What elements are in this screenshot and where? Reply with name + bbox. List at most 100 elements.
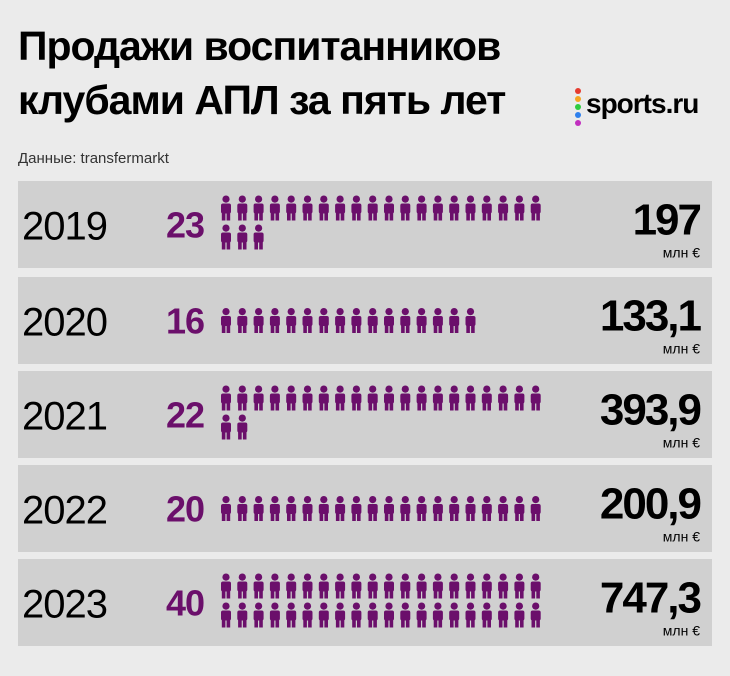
icon-head [499,602,507,610]
icon-head [352,385,360,393]
icon-head [532,573,540,581]
icon-head [466,195,475,203]
player-icon [416,308,427,333]
icon-head [483,195,491,203]
unit-label: млн € [663,341,700,357]
icon-body [514,610,525,621]
icon-leg [270,618,275,628]
icon-head [255,385,263,393]
icon-head [352,496,360,504]
player-icon [530,602,541,628]
icon-body [221,393,231,404]
icon-leg [303,618,307,628]
icon-leg [319,512,324,521]
icon-head [271,573,279,581]
player-icon [498,602,509,628]
icon-body [253,610,264,621]
icon-leg [498,618,503,628]
icon-leg [254,512,258,521]
icon-leg [368,618,373,628]
player-icon [530,385,541,411]
icon-body [367,504,378,514]
icon-leg [389,211,394,221]
player-icon [335,385,346,411]
icon-body [465,393,476,404]
player-icon [481,496,492,521]
icon-leg [515,618,519,628]
icon-head [515,602,524,610]
icon-body [318,393,329,404]
icon-leg [482,401,487,411]
icon-head [352,602,360,610]
icon-leg [291,324,296,333]
icon-leg [498,211,503,221]
icon-body [221,581,231,592]
icon-leg [303,512,307,521]
icon-leg [221,430,226,440]
icon-leg [226,324,231,333]
icon-head [287,496,295,504]
icon-body [367,610,378,621]
year-label: 2021 [22,395,107,439]
player-icon [514,496,525,521]
player-icon [318,602,329,628]
count-label: 23 [166,205,204,246]
icon-leg [340,324,345,333]
icon-leg [238,430,242,440]
player-icon [237,414,248,440]
icon-leg [242,401,247,411]
player-icon [416,195,427,221]
icon-leg [368,512,373,521]
player-icon [269,602,280,628]
icon-leg [238,618,242,628]
icon-leg [503,589,508,599]
player-icon [253,496,264,521]
player-icon [351,195,362,221]
icon-head [418,385,426,393]
icon-leg [275,589,280,599]
player-icon [367,573,378,599]
unit-label: млн € [663,435,700,451]
row-background [18,559,712,646]
icon-head [287,573,295,581]
icon-body [237,504,248,514]
icon-leg [531,211,536,221]
icon-head [336,385,344,393]
icon-head [303,496,312,504]
icon-body [514,393,525,404]
icon-body [465,504,476,514]
icon-leg [221,240,226,250]
player-icon [498,573,509,599]
icon-body [416,316,427,326]
icon-leg [503,512,508,521]
icon-body [530,504,541,514]
player-icon [367,195,378,221]
icon-leg [324,211,328,221]
player-icon [465,602,476,628]
icon-body [465,316,476,326]
year-label: 2023 [22,583,107,627]
icon-head [320,602,328,610]
icon-leg [384,211,389,221]
icon-body [481,393,492,404]
unit-label: млн € [663,245,700,261]
logo: sports.ru [586,88,698,119]
icon-leg [259,512,263,521]
icon-leg [471,512,475,521]
icon-leg [270,324,275,333]
icon-leg [438,618,443,628]
player-icon [416,602,427,628]
player-icon [335,195,346,221]
player-icon [302,602,313,628]
icon-body [221,232,231,243]
icon-head [271,602,279,610]
icon-body [221,504,231,514]
icon-leg [536,512,540,521]
player-icon [400,602,411,628]
icon-body [253,393,264,404]
icon-head [369,308,377,316]
player-icon [400,496,411,521]
icon-leg [389,512,394,521]
icon-leg [221,401,226,411]
icon-head [320,308,328,316]
